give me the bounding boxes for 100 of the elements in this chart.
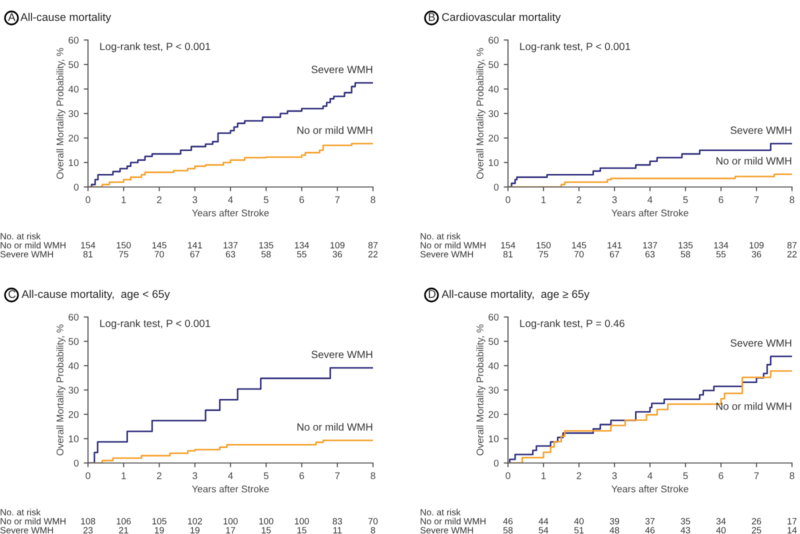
x-tick-label: 6	[300, 196, 304, 204]
text: 83	[332, 518, 342, 524]
x-tick-label: 4	[648, 472, 652, 480]
text: 58	[680, 251, 690, 258]
y-tick-label: 10	[488, 435, 499, 442]
text: 8	[370, 527, 376, 534]
chart-title: C All-cause mortality, age < 65y	[8, 290, 170, 300]
chart-title: A All-cause mortality	[8, 12, 112, 24]
y-tick-label: 0	[74, 460, 79, 467]
x-tick-label: 1	[542, 472, 546, 480]
text: 135	[678, 242, 693, 248]
y-tick-label: 50	[68, 61, 79, 68]
x-tick-label: 2	[157, 472, 162, 480]
text: 17	[226, 527, 236, 534]
y-tick-label: 0	[74, 184, 79, 191]
text: No. at risk	[0, 232, 41, 240]
x-tick-label: 7	[335, 472, 340, 480]
text: 22	[368, 251, 378, 258]
y-axis-title: Overall Mortality Probability, %	[476, 48, 486, 179]
text: 75	[538, 251, 548, 258]
text: 141	[608, 242, 622, 248]
text: 19	[154, 527, 164, 534]
text: 154	[81, 242, 96, 248]
annotation: Log-rank test, P < 0.001	[100, 319, 210, 330]
x-tick-label: 7	[335, 196, 340, 204]
y-tick-label: 10	[68, 159, 79, 166]
y-tick-label: 60	[488, 36, 499, 44]
text: 70	[154, 251, 164, 258]
y-tick-label: 50	[488, 61, 499, 68]
text: 134	[714, 242, 728, 248]
text: 109	[750, 242, 764, 248]
x-tick-label: 7	[754, 472, 759, 480]
text: 81	[83, 251, 93, 258]
x-tick-label: 3	[612, 196, 617, 204]
text: No or mild WMH	[0, 518, 66, 524]
text: 87	[787, 242, 797, 248]
x-tick-label: 0	[86, 472, 90, 480]
y-axis-title: Overall Mortality Probability, %	[56, 48, 66, 179]
x-tick-label: 4	[228, 472, 233, 480]
text: 22	[787, 251, 797, 258]
text: 105	[152, 518, 166, 524]
y-tick-label: 40	[68, 362, 79, 370]
x-tick-label: 7	[754, 196, 759, 204]
x-tick-label: 1	[542, 196, 546, 204]
text: Severe WMH	[0, 251, 53, 258]
text: No. at risk	[420, 232, 461, 240]
text: 21	[119, 527, 128, 534]
text: 63	[226, 251, 236, 258]
text: No. at risk	[0, 508, 41, 516]
x-tick-label: 0	[86, 196, 90, 204]
text: 87	[368, 242, 378, 248]
text: 26	[752, 518, 762, 524]
x-axis-title: Years after Stroke	[192, 209, 269, 216]
x-tick-label: 1	[122, 472, 126, 480]
text: 15	[297, 527, 306, 534]
text: 58	[503, 527, 513, 534]
text: 141	[188, 242, 202, 248]
text: 58	[261, 251, 271, 258]
y-tick-label: 50	[68, 338, 79, 345]
x-tick-label: 3	[192, 472, 198, 480]
x-tick-label: 4	[228, 196, 233, 204]
text: 40	[574, 518, 584, 524]
x-axis-title: Years after Stroke	[611, 209, 688, 216]
y-tick-label: 20	[68, 134, 79, 142]
text: No or mild WMH	[420, 242, 486, 248]
text: No or mild WMH	[0, 242, 66, 248]
text: 17	[788, 518, 797, 524]
text: 11	[333, 527, 342, 534]
text: 108	[81, 518, 96, 524]
x-tick-label: 5	[264, 472, 268, 480]
y-tick-label: 0	[494, 184, 499, 191]
y-tick-label: 60	[488, 314, 499, 321]
x-tick-label: 2	[576, 472, 582, 480]
x-tick-label: 5	[683, 472, 688, 480]
text: 36	[752, 251, 762, 258]
text: 145	[572, 242, 586, 248]
x-tick-label: 8	[790, 196, 794, 204]
x-tick-label: 2	[157, 196, 162, 204]
text: 46	[645, 527, 655, 534]
y-tick-label: 60	[68, 314, 79, 321]
text: 14	[788, 527, 797, 534]
y-tick-label: 20	[488, 411, 499, 418]
text: 46	[503, 518, 513, 524]
text: 63	[645, 251, 655, 258]
x-tick-label: 0	[506, 472, 510, 480]
text: 15	[262, 527, 271, 534]
text: 134	[294, 242, 310, 248]
text: 51	[574, 527, 584, 534]
text: 154	[501, 242, 516, 248]
y-tick-label: 20	[488, 134, 499, 142]
y-tick-label: 40	[68, 86, 79, 93]
text: 106	[116, 518, 131, 524]
series-label: No or mild WMH	[297, 423, 372, 431]
y-tick-label: 30	[68, 110, 79, 118]
text: 23	[83, 527, 93, 534]
y-tick-label: 40	[488, 86, 499, 93]
x-tick-label: 3	[192, 196, 198, 204]
y-tick-label: 50	[488, 338, 499, 345]
text: 43	[680, 527, 690, 534]
x-axis-title: Years after Stroke	[611, 485, 688, 492]
